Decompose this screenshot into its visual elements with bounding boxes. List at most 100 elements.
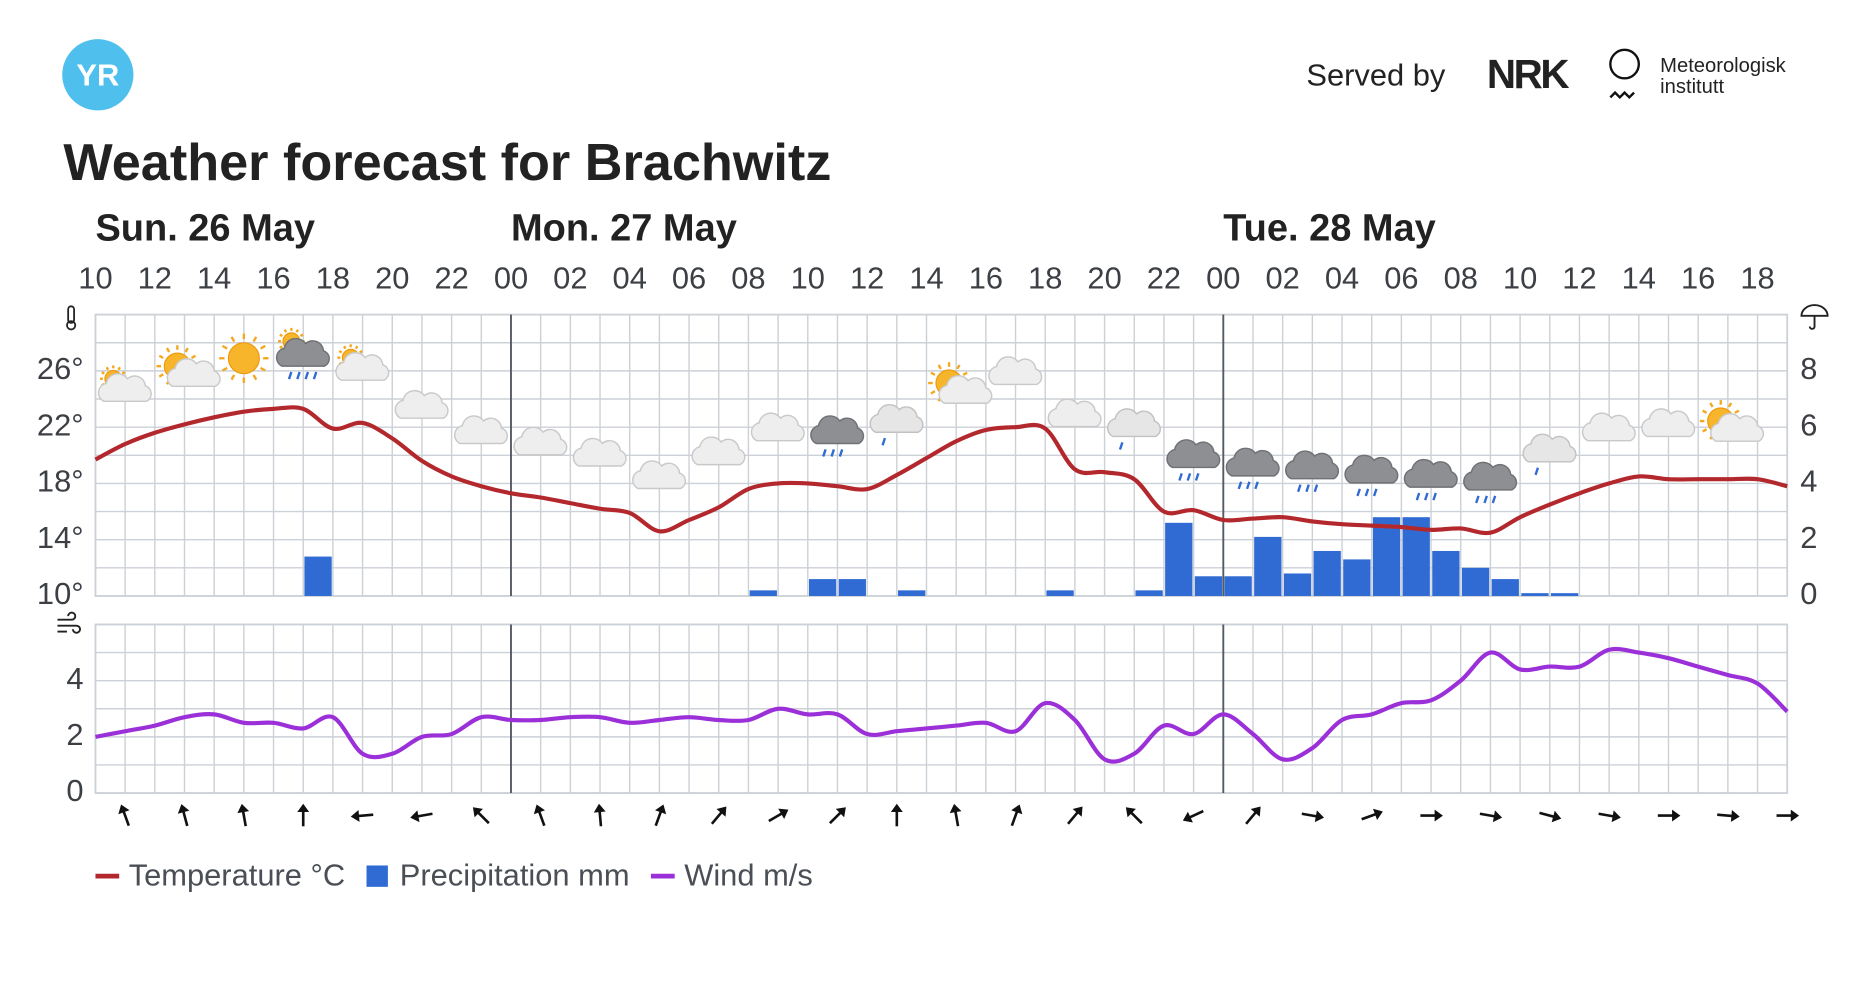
- cloud: [166, 358, 221, 388]
- weather-symbol: [1699, 400, 1765, 442]
- arrow-head: [350, 810, 360, 822]
- precip-bar: [1521, 593, 1549, 596]
- y2-tick-label: 0: [1800, 576, 1817, 611]
- y-tick-label: 0: [66, 773, 83, 808]
- rain-drop: [312, 371, 318, 380]
- rain-drop: [1372, 488, 1378, 497]
- cloud: [335, 351, 390, 381]
- wind-arrow: [1245, 806, 1261, 825]
- x-tick-label: 06: [672, 260, 706, 295]
- day-label: Tue. 28 May: [1223, 207, 1436, 249]
- arrow-head: [593, 803, 606, 813]
- precip-bar: [1372, 517, 1401, 596]
- sun-ray: [105, 366, 110, 371]
- sun-ray: [279, 345, 283, 349]
- sun-ray: [295, 329, 300, 333]
- x-tick-label: 22: [434, 260, 468, 295]
- sun-ray: [1727, 402, 1733, 408]
- precip-bar: [1224, 576, 1252, 596]
- x-tick-label: 20: [1087, 260, 1121, 295]
- wind-arrow: [1067, 806, 1083, 825]
- nrk-logo: NRK: [1487, 51, 1570, 97]
- arrow-head: [1790, 809, 1800, 822]
- x-tick-label: 18: [1028, 260, 1062, 295]
- cloud: [869, 403, 924, 433]
- arrow-head: [835, 807, 846, 818]
- precip-bar: [1491, 579, 1519, 596]
- rain-drop: [304, 371, 310, 380]
- x-tick-label: 14: [909, 260, 943, 295]
- sun-ray: [259, 366, 266, 372]
- sun-ray: [101, 371, 105, 375]
- precip-bar: [1254, 536, 1282, 596]
- wind-arrow: [768, 808, 789, 823]
- x-tick-label: 02: [1265, 260, 1299, 295]
- x-tick-label: 10: [78, 260, 112, 295]
- y2-tick-label: 6: [1800, 407, 1817, 442]
- wind-arrow: [533, 804, 546, 827]
- sun-ray: [252, 336, 258, 343]
- x-tick-label: 16: [256, 260, 290, 295]
- wind-arrow: [1010, 804, 1023, 827]
- sun-ray: [283, 329, 288, 333]
- wind-arrow: [297, 803, 310, 827]
- precip-bar: [749, 590, 777, 596]
- x-tick-label: 04: [1325, 260, 1359, 295]
- sun-ray: [338, 349, 343, 354]
- logo: YR: [76, 57, 119, 92]
- arrow-head: [177, 804, 190, 814]
- rain-drop: [1178, 472, 1183, 481]
- x-tick-label: 16: [969, 260, 1003, 295]
- x-tick-label: 22: [1147, 260, 1181, 295]
- cloud: [1285, 450, 1340, 480]
- x-tick-label: 12: [138, 260, 172, 295]
- cloud: [97, 373, 152, 403]
- wind-arrow: [1420, 809, 1443, 822]
- sun-ray: [962, 371, 968, 376]
- met-name: Meteorologisk: [1660, 55, 1786, 77]
- x-tick-label: 14: [197, 260, 231, 295]
- sun-ray: [1709, 402, 1714, 408]
- sun-ray: [165, 347, 171, 353]
- x-tick-label: 12: [1562, 260, 1596, 295]
- wind-icon: [57, 611, 81, 634]
- rain-drop: [1475, 495, 1480, 504]
- wind-arrow: [177, 804, 190, 827]
- precip-bar: [808, 579, 837, 596]
- cloud: [1403, 458, 1458, 488]
- cloud: [1047, 398, 1102, 428]
- y-tick-label: 18°: [37, 464, 84, 499]
- sun-ray: [343, 345, 347, 350]
- wind-arrow: [828, 807, 846, 825]
- cloud: [1581, 412, 1636, 442]
- cloud: [513, 426, 568, 456]
- rain-drop: [1423, 492, 1429, 501]
- met-logo: [1609, 48, 1641, 80]
- precip-bar: [1283, 573, 1312, 596]
- sun: [227, 342, 260, 375]
- rain-drop: [1118, 442, 1124, 450]
- x-tick-label: 12: [850, 260, 884, 295]
- sun-ray: [252, 374, 258, 381]
- y2-tick-label: 2: [1800, 520, 1817, 555]
- y2-tick-label: 8: [1800, 351, 1817, 386]
- sun-ray: [956, 364, 961, 370]
- cloud: [1344, 454, 1399, 484]
- sun-ray: [221, 366, 228, 372]
- wind-arrow: [1776, 809, 1800, 822]
- precip-bar: [1165, 522, 1193, 596]
- wind-arrow: [654, 804, 667, 827]
- precip-bar: [1550, 593, 1579, 596]
- x-tick-label: 02: [553, 260, 587, 295]
- weather-symbol: [454, 415, 509, 445]
- sun-ray: [930, 371, 936, 376]
- sun-ray: [279, 333, 283, 338]
- arrow-head: [533, 804, 546, 815]
- rain-drop: [1415, 492, 1421, 501]
- weather-symbol: [1403, 458, 1458, 501]
- wind-arrow: [890, 803, 903, 827]
- day-label: Sun. 26 May: [95, 207, 315, 249]
- rain-drop: [1483, 495, 1488, 504]
- y-tick-label: 2: [66, 717, 83, 752]
- chart-title: Weather forecast for Brachwitz: [63, 134, 831, 192]
